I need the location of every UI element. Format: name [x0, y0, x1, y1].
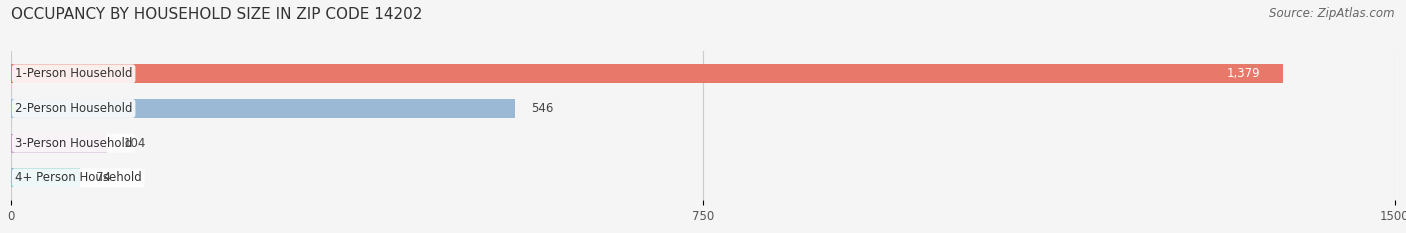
Text: 546: 546 — [531, 102, 554, 115]
Text: Source: ZipAtlas.com: Source: ZipAtlas.com — [1270, 7, 1395, 20]
Bar — [11, 168, 80, 187]
Bar — [11, 64, 1284, 83]
Bar — [11, 99, 515, 118]
Text: 3-Person Household: 3-Person Household — [15, 137, 132, 150]
Text: 4+ Person Household: 4+ Person Household — [15, 171, 142, 184]
Text: 1,379: 1,379 — [1226, 67, 1260, 80]
Text: 74: 74 — [96, 171, 111, 184]
Text: 2-Person Household: 2-Person Household — [15, 102, 132, 115]
Bar — [11, 134, 107, 153]
Text: 104: 104 — [124, 137, 146, 150]
Text: 1-Person Household: 1-Person Household — [15, 67, 132, 80]
Text: OCCUPANCY BY HOUSEHOLD SIZE IN ZIP CODE 14202: OCCUPANCY BY HOUSEHOLD SIZE IN ZIP CODE … — [11, 7, 423, 22]
